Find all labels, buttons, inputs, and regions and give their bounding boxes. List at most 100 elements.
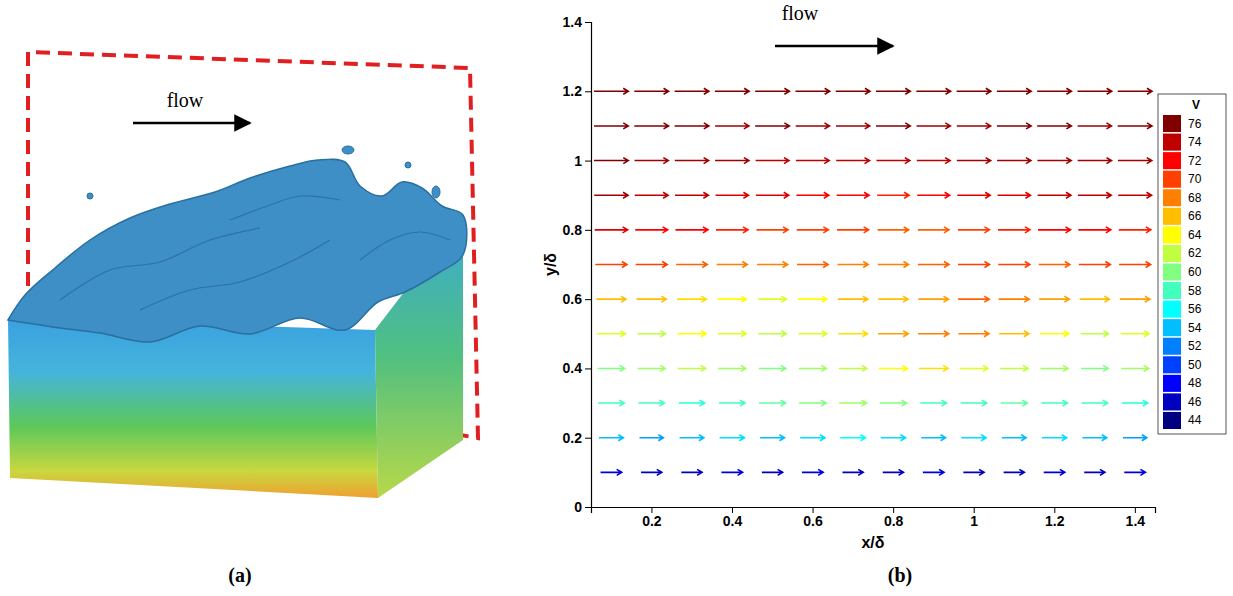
velocity-vector	[797, 227, 829, 233]
velocity-vector	[680, 435, 704, 441]
velocity-vector	[838, 331, 867, 337]
velocity-vector	[876, 123, 910, 129]
velocity-vector	[598, 400, 624, 406]
colorbar-swatch	[1163, 134, 1181, 151]
velocity-vector	[836, 158, 869, 164]
y-tick: 1.4	[563, 14, 591, 30]
velocity-vector	[1078, 158, 1112, 164]
y-tick-mark	[585, 438, 591, 439]
colorbar-swatch	[1163, 412, 1181, 429]
flow-label: flow	[782, 2, 819, 24]
velocity-vector	[721, 469, 742, 475]
velocity-vector	[634, 123, 668, 129]
y-axis-line	[585, 23, 592, 508]
velocity-vector	[876, 158, 909, 164]
y-axis-title: y/δ	[542, 253, 559, 276]
velocity-vector	[1080, 296, 1110, 302]
colorbar-label: 74	[1188, 135, 1202, 149]
colorbar-swatch	[1163, 208, 1181, 225]
velocity-vector	[637, 331, 665, 337]
velocity-vector	[636, 262, 668, 268]
x-tick: 1	[970, 507, 978, 529]
colorbar-swatch	[1163, 263, 1181, 280]
colorbar-swatch	[1163, 375, 1181, 392]
velocity-vector	[1079, 262, 1111, 268]
velocity-vector	[634, 88, 668, 94]
isosurface-crease	[140, 240, 330, 310]
y-tick: 0.8	[563, 222, 591, 238]
colorbar-swatch	[1163, 115, 1181, 132]
velocity-vector	[795, 88, 829, 94]
colorbar-title: V	[1192, 98, 1200, 112]
velocity-vector	[1039, 296, 1069, 302]
colorbar-swatch	[1163, 245, 1181, 262]
colorbar-label: 58	[1188, 284, 1202, 298]
velocity-vector	[958, 227, 990, 233]
colorbar-swatch	[1163, 282, 1181, 299]
y-tick: 0.6	[563, 291, 591, 307]
velocity-vector	[1123, 435, 1147, 441]
velocity-vector	[718, 296, 747, 302]
velocity-vector	[756, 158, 789, 164]
velocity-vector	[594, 88, 628, 94]
y-tick-label: 0.8	[563, 222, 583, 238]
velocity-vector	[758, 331, 786, 337]
velocity-vector	[595, 262, 627, 268]
velocity-vector	[717, 262, 748, 268]
velocity-vector	[757, 262, 788, 268]
colorbar-swatch	[1163, 171, 1181, 188]
velocity-vector	[678, 365, 706, 371]
velocity-vector	[1004, 469, 1025, 475]
velocity-vector	[998, 227, 1030, 233]
colorbar-label: 48	[1188, 376, 1202, 390]
velocity-vector	[1084, 469, 1105, 475]
velocity-vector	[1077, 88, 1111, 94]
velocity-vector	[1082, 400, 1108, 406]
flow-arrow	[775, 45, 893, 48]
colorbar-label: 64	[1188, 228, 1202, 242]
velocity-vector	[1001, 400, 1028, 406]
velocity-vector	[879, 365, 908, 371]
colorbar-label: 72	[1188, 154, 1202, 168]
colorbar-label: 44	[1188, 413, 1202, 427]
velocity-vector	[715, 158, 749, 164]
velocity-vector	[1038, 227, 1070, 233]
velocity-vector	[1119, 262, 1151, 268]
colorbar: V4446485052545658606264666870727476	[1158, 94, 1226, 434]
velocity-vector	[594, 123, 628, 129]
velocity-vector	[1037, 123, 1071, 129]
y-tick-mark	[585, 230, 591, 231]
y-tick-label: 1.2	[563, 83, 583, 99]
velocity-vector	[958, 262, 990, 268]
velocity-vector	[677, 296, 706, 302]
velocity-vector	[675, 158, 709, 164]
velocity-vector	[998, 262, 1030, 268]
isosurface	[8, 159, 467, 342]
y-tick-label: 0.6	[563, 291, 583, 307]
velocity-vector	[635, 192, 668, 198]
velocity-vector	[638, 365, 665, 371]
isosurface-crease	[360, 232, 450, 260]
y-tick-mark	[585, 91, 591, 92]
velocity-vector	[1044, 469, 1065, 475]
velocity-vector	[716, 192, 749, 198]
velocity-vector	[957, 123, 991, 129]
velocity-vector	[718, 365, 745, 371]
colorbar-label: 54	[1188, 321, 1202, 335]
velocity-vector	[957, 158, 991, 164]
velocity-vector	[1078, 227, 1110, 233]
y-tick-mark	[585, 507, 591, 508]
x-tick-label: 1.2	[1045, 513, 1065, 529]
x-tick: 1.4	[1126, 507, 1146, 529]
x-tick-label: 0.6	[803, 513, 823, 529]
velocity-vector	[1081, 331, 1109, 337]
box-front-face	[8, 318, 378, 498]
velocity-vector	[641, 469, 662, 475]
flow-label: flow	[167, 89, 204, 111]
velocity-vector	[997, 123, 1031, 129]
y-tick-label: 1.4	[563, 14, 583, 30]
velocity-vector	[716, 227, 748, 233]
x-axis-line	[592, 508, 1156, 514]
velocity-vector	[1118, 88, 1152, 94]
velocity-vector	[839, 365, 867, 371]
